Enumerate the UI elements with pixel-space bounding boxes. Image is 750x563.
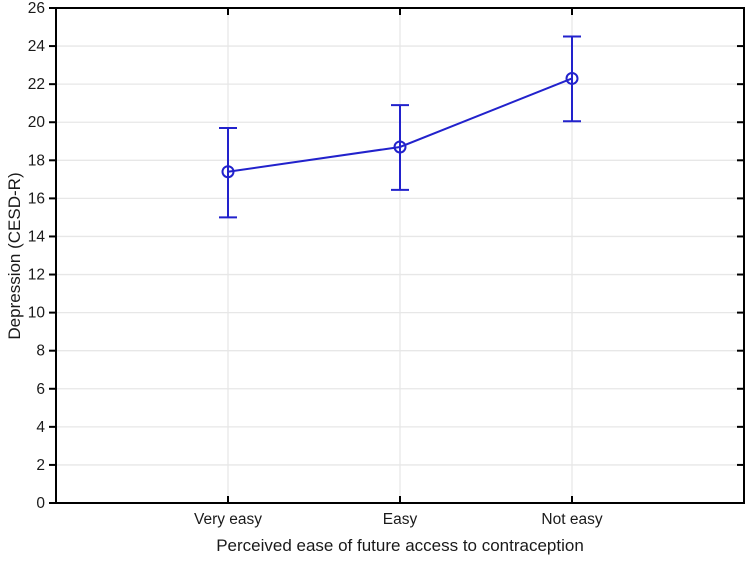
y-tick-label: 22 — [28, 76, 45, 93]
y-tick-label: 12 — [28, 267, 45, 284]
y-axis-title: Depression (CESD-R) — [5, 172, 24, 340]
x-tick-label: Very easy — [194, 511, 262, 528]
y-tick-label: 2 — [36, 457, 45, 474]
x-tick-label: Easy — [383, 511, 418, 528]
x-axis-title: Perceived ease of future access to contr… — [216, 536, 584, 555]
y-tick-label: 10 — [28, 305, 46, 322]
y-tick-label: 20 — [28, 114, 46, 131]
y-tick-label: 6 — [36, 381, 45, 398]
y-tick-label: 4 — [36, 419, 45, 436]
y-tick-label: 18 — [28, 152, 45, 169]
y-tick-label: 26 — [28, 0, 45, 17]
data-point-marker — [565, 71, 579, 85]
y-tick-label: 24 — [28, 38, 46, 55]
data-point-marker — [221, 165, 235, 179]
y-tick-label: 16 — [28, 190, 45, 207]
y-tick-label: 14 — [28, 228, 46, 245]
x-tick-label: Not easy — [541, 511, 602, 528]
data-point-marker — [393, 140, 407, 154]
series-line — [227, 77, 573, 173]
y-tick-label: 8 — [36, 343, 45, 360]
y-tick-label: 0 — [36, 495, 45, 512]
